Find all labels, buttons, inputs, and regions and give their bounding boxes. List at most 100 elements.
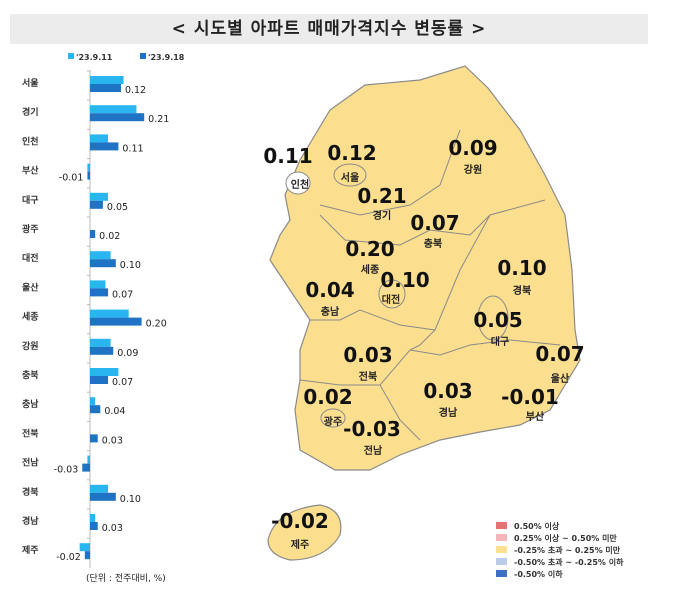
region-name: 전남 — [364, 444, 383, 457]
bar-curr — [90, 200, 103, 209]
map-legend-swatch — [496, 558, 507, 565]
data-label: 0.12 — [125, 85, 146, 96]
region-value: 0.21 — [357, 184, 406, 208]
bar-prev — [90, 280, 106, 289]
region-name: 부산 — [526, 410, 545, 423]
data-label: 0.09 — [117, 348, 138, 359]
bar-curr — [90, 142, 119, 151]
daegu-boundary — [477, 295, 509, 341]
region-name: 강원 — [464, 163, 482, 176]
map-legend-label: -0.50% 초과 ~ -0.25% 이하 — [514, 557, 624, 567]
bar-curr — [82, 463, 90, 472]
region-name: 제주 — [291, 538, 309, 551]
region-name: 대구 — [491, 335, 509, 348]
bar-curr — [90, 259, 116, 268]
data-label: 0.21 — [148, 114, 169, 125]
data-label: -0.01 — [59, 173, 84, 184]
region-value: 0.05 — [473, 308, 522, 332]
map-legend-label: -0.25% 초과 ~ 0.25% 미만 — [514, 545, 621, 555]
region-name: 서울 — [341, 171, 359, 184]
bar-curr — [90, 288, 109, 297]
bar-prev — [90, 105, 137, 114]
region-border — [319, 129, 461, 216]
region-value: 0.02 — [303, 385, 352, 409]
region-border — [379, 384, 421, 441]
bar-curr — [90, 405, 101, 414]
region-value: 0.10 — [380, 268, 429, 292]
region-name: 충남 — [321, 305, 340, 318]
data-label: 0.10 — [120, 260, 141, 271]
bar-prev — [90, 76, 124, 84]
region-value: 0.07 — [535, 342, 584, 366]
region-value: 0.09 — [448, 136, 497, 160]
region-name: 전북 — [359, 370, 377, 383]
region-name: 경기 — [373, 209, 391, 222]
bar-curr — [90, 84, 121, 92]
data-label: -0.03 — [54, 465, 79, 476]
legend-swatch — [68, 53, 74, 59]
region-border — [310, 309, 436, 331]
bar-prev — [90, 514, 96, 522]
category-label: 울산 — [22, 281, 39, 293]
region-value: -0.02 — [271, 509, 329, 533]
bar-curr — [90, 230, 96, 238]
region-border — [409, 339, 561, 356]
jeju-island — [267, 504, 342, 561]
region-value: 0.12 — [327, 141, 376, 165]
bar-curr — [90, 434, 98, 443]
bar-curr — [90, 317, 142, 326]
map-legend-swatch — [496, 522, 507, 529]
category-label: 충북 — [22, 369, 39, 381]
bar-curr — [90, 492, 116, 501]
bar-curr — [90, 522, 98, 530]
region-name: 울산 — [551, 372, 570, 385]
bar-prev — [90, 251, 111, 260]
bar-prev — [87, 163, 90, 172]
category-label: 인천 — [22, 136, 39, 147]
category-label: 세종 — [22, 311, 39, 323]
bar-prev — [90, 338, 111, 347]
bar-curr — [87, 171, 90, 180]
region-name: 세종 — [361, 263, 379, 276]
data-label: 0.03 — [102, 435, 123, 446]
region-value: 0.10 — [497, 256, 546, 280]
region-value: 0.20 — [345, 237, 394, 261]
legend-label: '23.9.11 — [76, 53, 113, 62]
bar-prev — [90, 368, 119, 376]
bar-prev — [90, 192, 109, 201]
data-label: 0.10 — [120, 494, 141, 505]
category-label: 경남 — [22, 515, 39, 527]
region-value: 0.07 — [410, 211, 459, 235]
bar-prev — [90, 397, 96, 406]
bar-prev — [90, 309, 129, 318]
bar-prev — [87, 455, 90, 464]
page-title: < 시도별 아파트 매매가격지수 변동률 > — [10, 14, 648, 44]
data-label: 0.07 — [112, 289, 133, 300]
map-legend-swatch — [496, 546, 507, 553]
data-label: 0.20 — [146, 319, 167, 330]
map-legend-swatch — [496, 570, 507, 577]
bar-curr — [90, 376, 109, 384]
data-label: 0.07 — [112, 377, 133, 388]
region-name: 인천 — [291, 178, 309, 191]
region-value: 0.03 — [423, 379, 472, 403]
seoul-boundary — [333, 163, 367, 187]
data-label: 0.05 — [107, 202, 128, 213]
data-label: 0.03 — [102, 523, 123, 534]
bar-curr — [90, 113, 145, 122]
bar-prev — [90, 134, 109, 143]
region-name: 대전 — [382, 293, 400, 306]
gwangju-boundary — [320, 408, 346, 428]
region-border — [419, 214, 491, 346]
category-label: 강원 — [22, 340, 39, 352]
category-label: 전남 — [22, 457, 39, 469]
unit-note: (단위 : 전주대비, %) — [86, 573, 166, 584]
category-label: 대전 — [22, 252, 39, 264]
category-label: 전북 — [22, 427, 39, 439]
region-value: 0.11 — [263, 144, 312, 168]
region-name: 경북 — [513, 284, 531, 297]
category-label: 서울 — [22, 77, 39, 89]
bar-curr — [90, 346, 114, 355]
